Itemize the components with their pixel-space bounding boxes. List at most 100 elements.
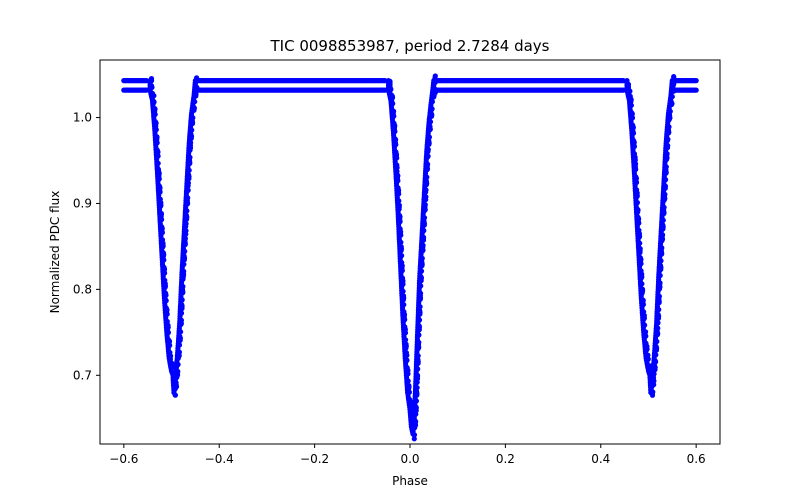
data-point [156,170,162,177]
data-point [631,143,638,150]
data-point [178,317,184,323]
data-point [662,191,668,197]
data-point [387,80,393,86]
data-point [415,373,421,379]
data-point [394,155,400,161]
data-point [397,214,403,220]
data-point [635,207,641,213]
data-point [637,246,643,252]
data-point [658,264,664,270]
data-point [419,261,425,267]
data-point [630,125,636,131]
data-points-layer [121,73,699,442]
data-point [158,202,164,208]
data-point [659,250,665,256]
data-point [149,84,155,90]
data-point [161,257,167,263]
data-point [632,157,638,163]
data-point [629,115,636,121]
data-point [643,333,649,339]
data-point [162,283,168,290]
data-point [399,268,405,274]
data-point [655,325,661,331]
data-point [662,196,668,202]
data-point [669,87,675,93]
data-point [640,288,646,294]
data-point [426,140,432,146]
data-point [404,357,410,363]
data-point [413,405,419,411]
data-point [184,214,190,220]
data-point [180,283,186,290]
data-point [432,73,438,79]
data-point [429,112,435,118]
data-point [637,233,643,239]
data-point [403,343,409,349]
data-point [173,384,180,390]
data-point [401,312,408,318]
data-point [155,153,161,159]
data-point [185,200,191,206]
data-point [161,252,167,258]
data-point [179,303,185,309]
data-point [412,422,419,428]
data-point [657,284,663,290]
data-point [431,87,437,93]
data-point [661,204,667,210]
y-tick-label: 0.7 [73,368,92,382]
data-point [191,105,197,111]
data-point [190,115,196,121]
data-point [391,108,397,114]
data-point [665,143,671,149]
data-point [404,352,410,358]
data-point [640,297,646,303]
x-tick-label: −0.6 [109,452,138,466]
data-point [425,153,431,159]
data-point [190,120,196,126]
data-point [641,315,648,321]
data-point [416,339,422,345]
data-point [416,324,422,330]
data-point [666,124,672,130]
data-point [633,161,639,167]
x-axis-ticks: −0.6 −0.4 −0.2 0.0 0.2 0.4 0.6 [109,444,706,466]
data-point [406,384,412,390]
data-point [176,349,182,355]
x-axis-label: Phase [392,474,428,488]
y-tick-label: 0.9 [73,196,92,210]
data-point [181,268,187,274]
data-point [398,232,404,238]
data-point [159,225,165,231]
data-point [655,331,661,337]
data-point [627,88,633,94]
data-point [657,280,663,286]
data-point [422,202,428,208]
data-point [663,169,669,175]
data-point [397,219,403,225]
data-point [162,270,168,276]
data-point [633,166,639,172]
data-point [402,330,409,336]
data-point [633,175,640,181]
data-point [175,368,181,375]
data-point [401,295,407,301]
data-point [172,392,178,398]
data-point [415,359,421,365]
data-point [163,292,169,298]
y-tick-label: 1.0 [73,111,92,125]
data-point [636,220,642,226]
data-point [659,245,665,251]
data-point [159,216,165,223]
data-point [157,185,163,191]
data-point [388,86,394,92]
x-tick-label: −0.4 [205,452,234,466]
data-point [640,301,647,308]
data-point [656,299,662,305]
data-point [663,164,669,170]
data-point [166,338,173,344]
y-axis-ticks: 0.7 0.8 0.9 1.0 [73,111,100,382]
data-point [413,418,419,425]
data-point [421,221,427,227]
data-point [645,352,651,358]
